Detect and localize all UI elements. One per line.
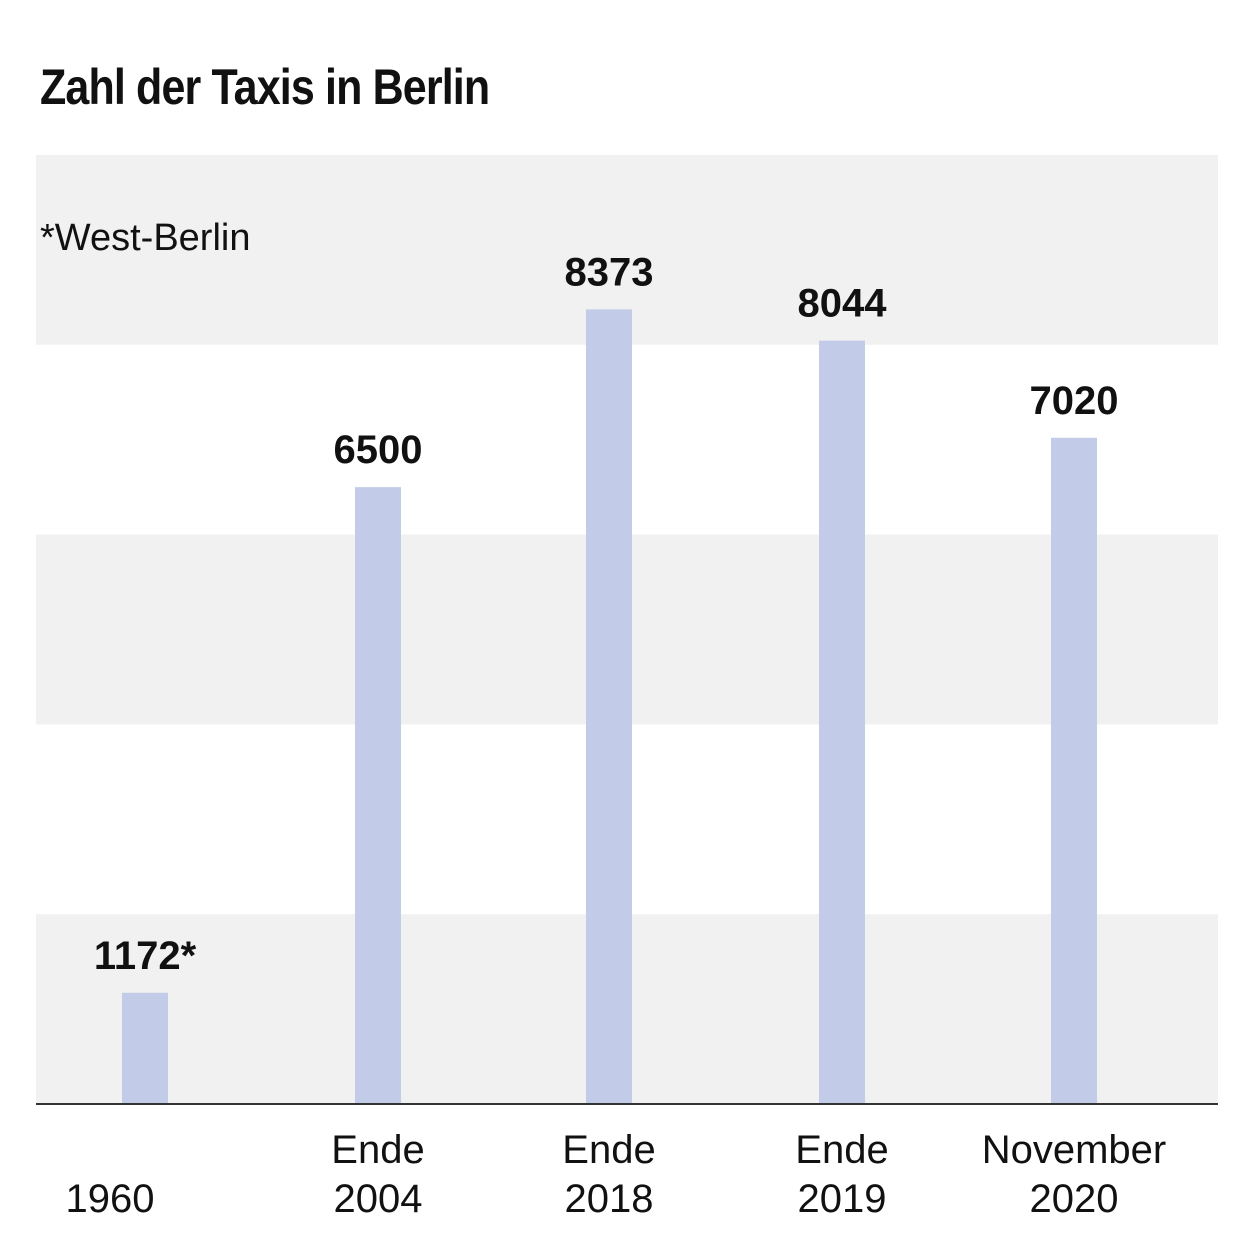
bar-value-label: 8373	[565, 250, 654, 294]
value-labels: 1172* 6500 8373 8044 7020	[94, 250, 1119, 977]
x-tick-label: 2019	[798, 1177, 887, 1221]
bar	[355, 487, 401, 1104]
bar-value-label: 6500	[334, 428, 423, 472]
x-tick-label: 1960	[66, 1177, 155, 1221]
x-tick-label: 2020	[1030, 1177, 1119, 1221]
x-tick-label: Ende	[795, 1128, 888, 1172]
bar-value-label: 7020	[1030, 379, 1119, 423]
bar	[122, 992, 168, 1104]
bar	[586, 309, 632, 1104]
bar-value-label: 8044	[798, 282, 888, 326]
bar	[1051, 437, 1097, 1104]
x-tick-label: Ende	[331, 1128, 424, 1172]
x-tick-label: November	[982, 1128, 1167, 1172]
bar-value-label: 1172*	[94, 934, 197, 978]
footnote: *West-Berlin	[40, 217, 250, 259]
chart-title: Zahl der Taxis in Berlin	[40, 59, 490, 115]
x-tick-labels: 1960 Ende 2004 Ende 2018 Ende 2019 November 2020	[66, 1128, 1167, 1221]
x-tick-label: 2018	[565, 1177, 654, 1221]
x-tick-label: Ende	[562, 1128, 655, 1172]
x-tick-label: 2004	[334, 1177, 423, 1221]
bar	[819, 340, 865, 1104]
bars	[122, 309, 1097, 1104]
